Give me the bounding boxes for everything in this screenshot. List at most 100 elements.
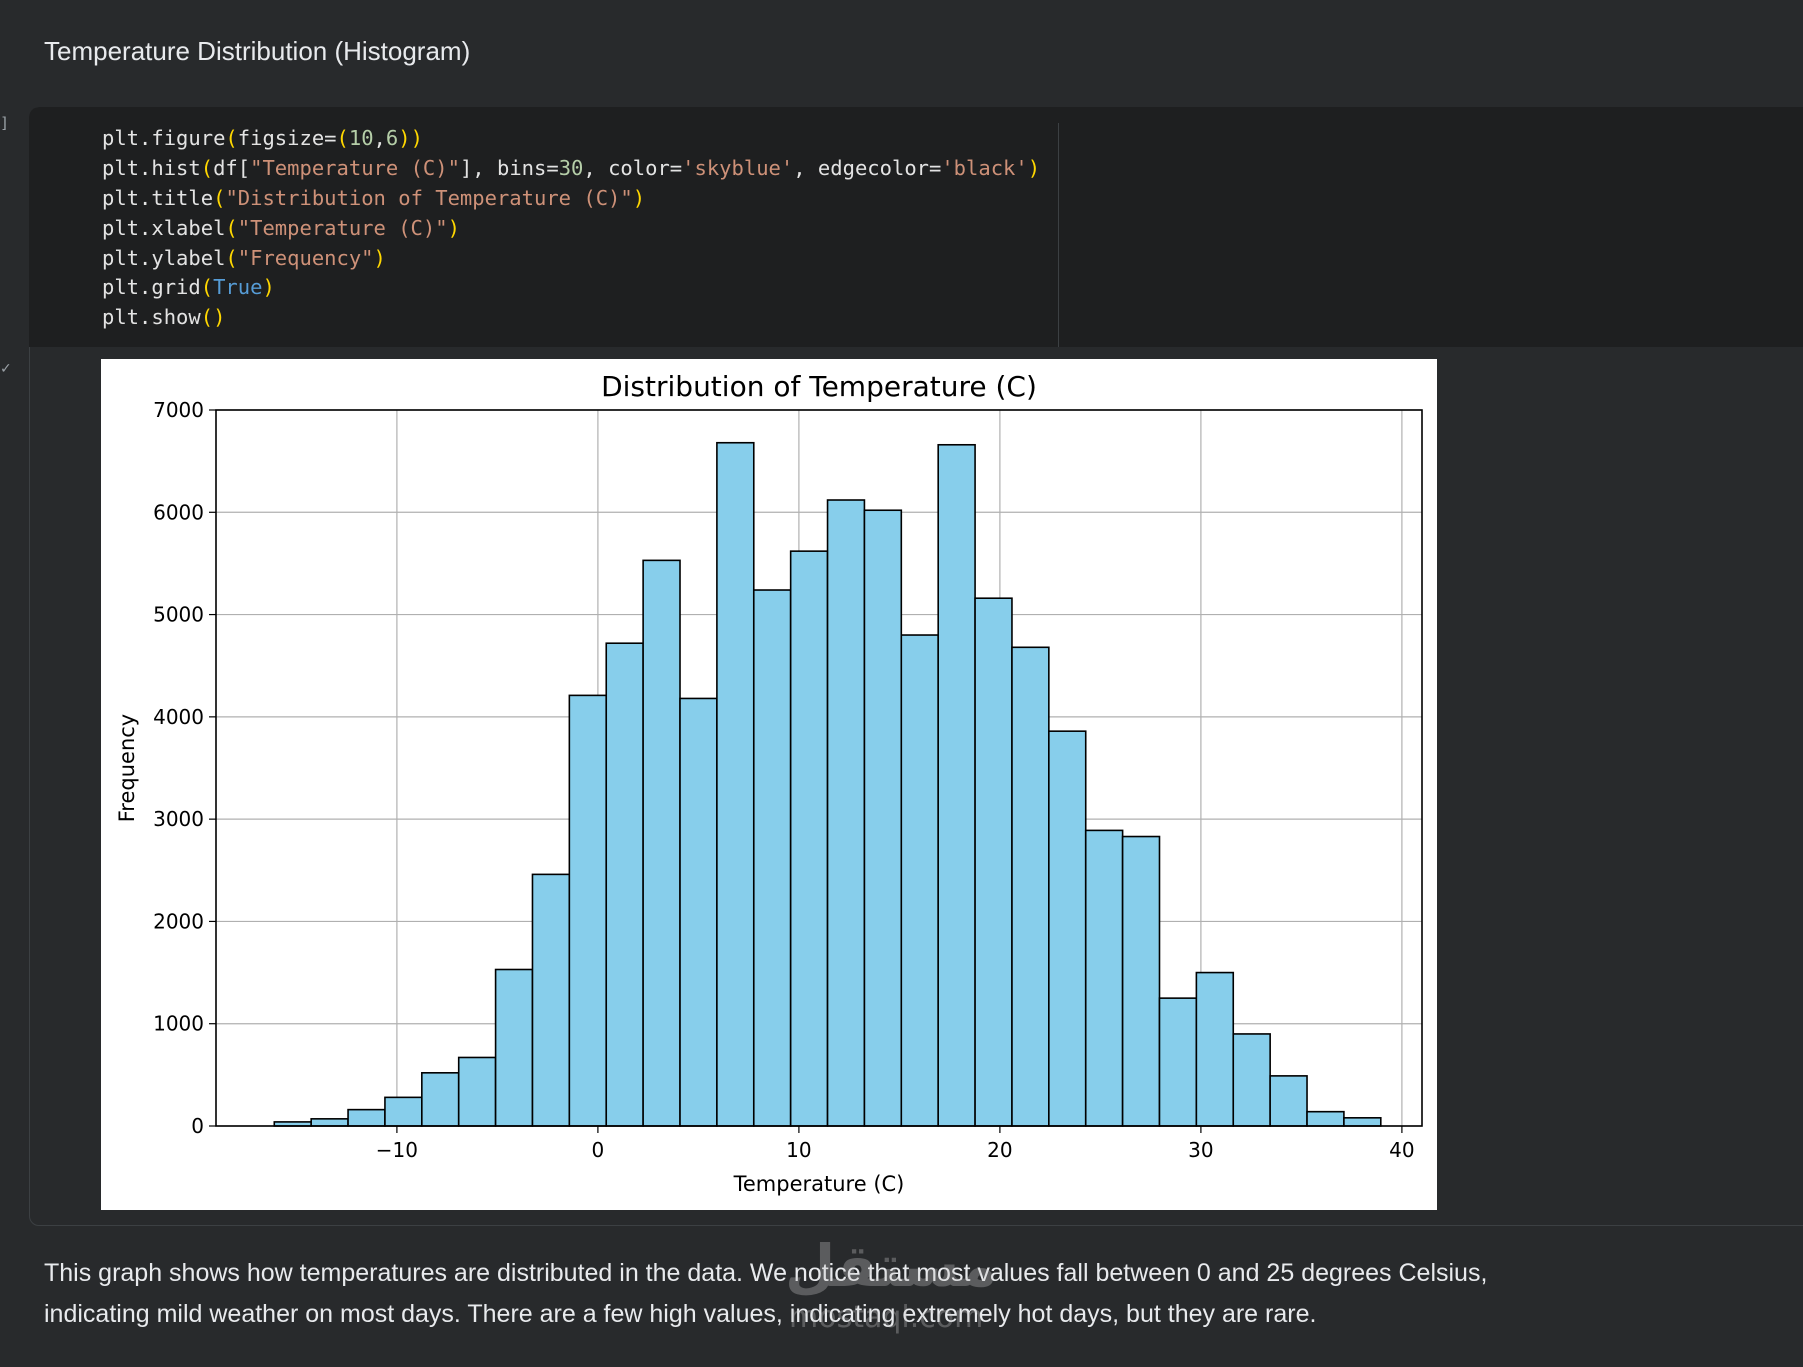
- code-token: (: [336, 126, 349, 150]
- chart-ylabel: Frequency: [115, 714, 139, 823]
- histogram-bar: [1306, 1110, 1345, 1127]
- code-token: "Temperature (C)": [237, 215, 448, 240]
- code-token: (: [213, 185, 226, 210]
- code-token: "Frequency": [237, 245, 374, 270]
- histogram-bar: [1195, 971, 1235, 1127]
- histogram-bar: [863, 509, 903, 1127]
- code-token: plt.figure: [102, 126, 226, 150]
- execution-success-icon: ✓: [0, 360, 12, 376]
- y-tick-label: 3000: [153, 807, 204, 831]
- code-token: , edgecolor=: [793, 155, 942, 180]
- execution-count-bracket[interactable]: ]: [0, 114, 10, 132]
- code-token: figsize=: [237, 126, 337, 150]
- y-tick-label: 1000: [153, 1012, 204, 1036]
- y-tick-label: 4000: [153, 705, 204, 729]
- histogram-bar: [1343, 1117, 1382, 1127]
- code-token: (: [225, 126, 238, 150]
- cell-output-figure: −10 0 10 20 30 40 0 1000 2000 3000 4000 5000 6000 700…: [101, 359, 1437, 1210]
- code-token: df[: [213, 155, 251, 180]
- histogram-bar: [1269, 1075, 1308, 1127]
- histogram-bar: [384, 1096, 423, 1127]
- code-token: "Temperature (C)": [250, 155, 460, 180]
- histogram-bar: [900, 634, 939, 1127]
- code-token: ): [632, 185, 646, 210]
- histogram-bar: [494, 968, 534, 1127]
- code-token: 10: [348, 126, 374, 150]
- code-token: ,: [373, 126, 386, 150]
- histogram-bar: [1158, 997, 1198, 1127]
- code-token: ): [373, 245, 386, 270]
- code-token: plt.xlabel: [102, 215, 226, 240]
- code-token: plt.title: [102, 185, 214, 210]
- code-editor[interactable]: [29, 107, 1803, 347]
- x-tick-label: −10: [376, 1138, 418, 1162]
- histogram-bar: [1084, 829, 1124, 1127]
- histogram-bar: [421, 1072, 460, 1127]
- code-line[interactable]: plt.hist(df["Temperature (C)"], bins=30,…: [102, 154, 1040, 184]
- code-token: 30: [558, 155, 584, 180]
- code-line[interactable]: plt.ylabel("Frequency"): [102, 244, 1040, 274]
- code-token: plt.hist: [102, 155, 201, 180]
- y-tick-label: 6000: [153, 500, 204, 524]
- chart-xlabel: Temperature (C): [733, 1172, 905, 1196]
- x-tick-label: 30: [1188, 1138, 1213, 1162]
- code-token: plt.show: [102, 305, 201, 330]
- description-line-2: indicating mild weather on most days. Th…: [44, 1300, 1317, 1328]
- histogram-bar: [974, 597, 1013, 1127]
- y-tick-label: 0: [191, 1114, 204, 1138]
- histogram-bar: [752, 589, 792, 1127]
- plot-frame: [215, 409, 1423, 1127]
- histogram-bar: [789, 550, 829, 1127]
- code-line[interactable]: plt.show(): [102, 303, 1040, 333]
- code-line[interactable]: plt.figure(figsize=(10,6)): [102, 124, 1040, 154]
- histogram-bar: [531, 873, 571, 1127]
- code-line[interactable]: plt.grid(True): [102, 273, 1040, 303]
- code-token: ): [447, 215, 460, 240]
- histogram-bar: [679, 697, 718, 1127]
- histogram-bar: [937, 443, 976, 1127]
- code-token: 'skyblue': [682, 155, 794, 180]
- chart-title: Distribution of Temperature (C): [601, 370, 1037, 403]
- histogram-chart: −10 0 10 20 30 40 0 1000 2000 3000 4000 5000 6000 700…: [115, 370, 1423, 1196]
- code-line[interactable]: plt.title("Distribution of Temperature (…: [102, 184, 1040, 214]
- code-token: (: [225, 215, 238, 240]
- code-token: ): [262, 275, 275, 300]
- code-cell-divider: [1058, 123, 1059, 347]
- x-tick-label: 40: [1389, 1138, 1414, 1162]
- histogram-bar: [642, 559, 681, 1127]
- histogram-bars: [273, 441, 1382, 1127]
- code-token: ): [1027, 155, 1041, 180]
- y-tick-label: 5000: [153, 603, 204, 627]
- code-token: "Distribution of Temperature (C)": [225, 185, 633, 210]
- histogram-bar: [605, 642, 644, 1127]
- code-token: (): [200, 305, 226, 330]
- x-tick-label: 10: [786, 1138, 811, 1162]
- code-line[interactable]: plt.xlabel("Temperature (C)"): [102, 214, 1040, 244]
- x-tick-label: 0: [592, 1138, 605, 1162]
- code-token: (: [200, 275, 214, 300]
- histogram-bar: [1232, 1033, 1271, 1127]
- chart-ticks: −10 0 10 20 30 40 0 1000 2000 3000 4000 5000 6000 700…: [153, 398, 1415, 1162]
- code-token: (: [225, 245, 238, 270]
- y-tick-label: 2000: [153, 909, 204, 933]
- x-tick-label: 20: [987, 1138, 1012, 1162]
- histogram-bar: [826, 499, 866, 1127]
- code-token: plt.ylabel: [102, 245, 226, 270]
- histogram-bar: [457, 1056, 497, 1127]
- code-token: , color=: [583, 155, 683, 180]
- code-token: True: [213, 275, 263, 300]
- histogram-bar: [347, 1108, 386, 1127]
- histogram-bar: [1121, 835, 1161, 1127]
- markdown-heading: Temperature Distribution (Histogram): [44, 36, 471, 66]
- histogram-bar: [1011, 646, 1050, 1127]
- code-token: 'black': [941, 155, 1028, 180]
- histogram-bar: [568, 694, 608, 1127]
- code-block[interactable]: plt.figure(figsize=(10,6)) plt.hist(df["T…: [102, 124, 1040, 333]
- code-token: plt.grid: [102, 275, 201, 300]
- code-token: 6: [385, 126, 399, 150]
- description-line-1: This graph shows how temperatures are di…: [44, 1259, 1488, 1287]
- code-token: (: [200, 155, 214, 180]
- code-token: ], bins=: [459, 155, 559, 180]
- markdown-description: This graph shows how temperatures are di…: [44, 1253, 1604, 1335]
- code-token: )): [398, 126, 423, 150]
